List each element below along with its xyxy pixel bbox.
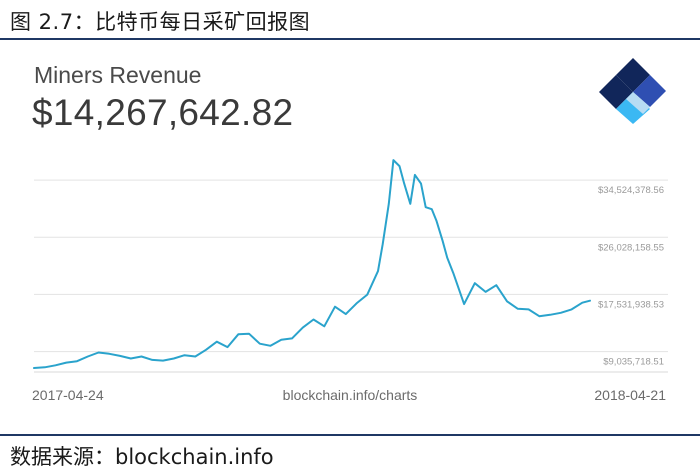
y-tick-label: $9,035,718.51: [603, 357, 664, 368]
figure-caption: 图 2.7：比特币每日采矿回报图: [10, 10, 311, 34]
logo-facet-center: [626, 92, 650, 114]
bottom-rule: [0, 434, 700, 436]
y-tick-label: $26,028,158.55: [598, 242, 664, 253]
series-line: [33, 159, 591, 369]
chart-title: Miners Revenue: [34, 62, 202, 88]
x-end-label: 2018-04-21: [594, 387, 666, 403]
top-rule: [0, 38, 700, 40]
y-tick-label: $34,524,378.56: [598, 185, 664, 196]
blockchain-logo-icon: [599, 58, 666, 124]
data-source: 数据来源：blockchain.info: [10, 445, 274, 469]
chart-credit: blockchain.info/charts: [283, 387, 418, 403]
x-start-label: 2017-04-24: [32, 387, 104, 403]
grid: [34, 179, 668, 373]
logo-facet-bottom: [616, 92, 650, 124]
revenue-chart: $34,524,378.56 $26,028,158.55 $17,531,938.…: [32, 159, 668, 403]
logo-facet-right: [633, 75, 666, 107]
y-axis-labels: $34,524,378.56 $26,028,158.55 $17,531,938.…: [598, 185, 664, 367]
current-value: $14,267,642.82: [32, 92, 294, 133]
y-tick-label: $17,531,938.53: [598, 299, 664, 310]
